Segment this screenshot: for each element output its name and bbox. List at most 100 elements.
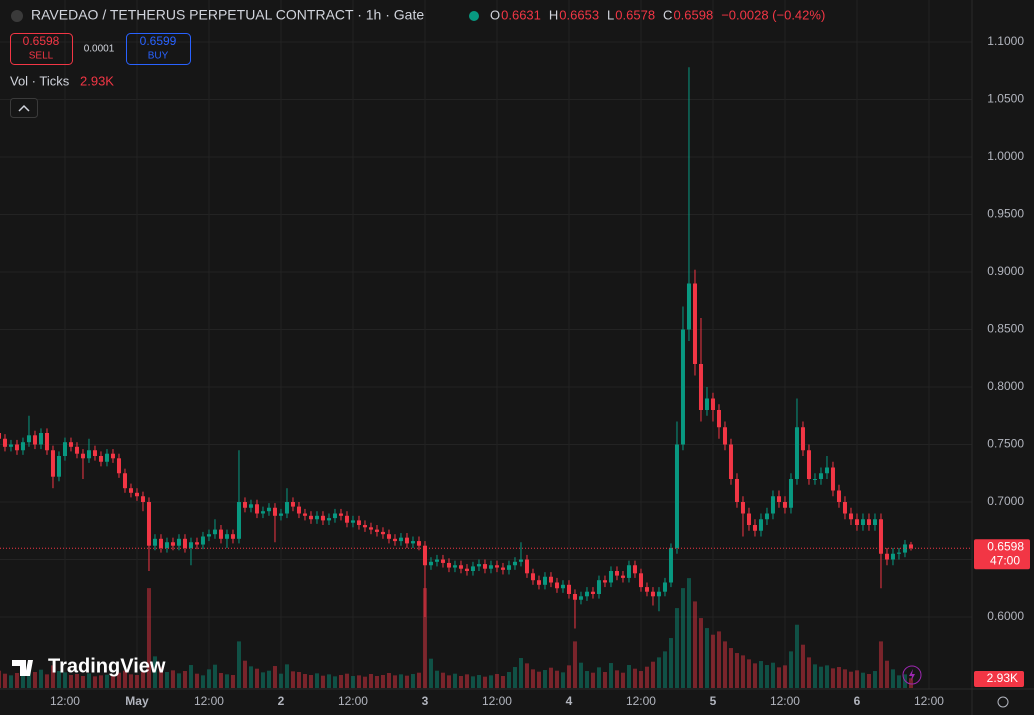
y-tick-label: 0.9500 <box>987 207 1024 221</box>
candle-body <box>92 450 97 456</box>
volume-bar <box>494 674 499 688</box>
volume-bar <box>872 671 877 688</box>
volume-bar <box>554 670 559 688</box>
candle-body <box>596 580 601 594</box>
volume-bar <box>818 666 823 688</box>
volume-bar <box>428 658 433 688</box>
volume-bar <box>452 673 457 688</box>
volume-bar <box>380 675 385 688</box>
collapse-icon[interactable] <box>18 104 30 112</box>
candle-body <box>878 519 883 554</box>
volume-bar <box>332 676 337 688</box>
candle-body <box>812 479 817 480</box>
volume-bar <box>302 674 307 688</box>
candle-body <box>434 559 439 562</box>
ohlc-readout: O 0.6631 H 0.6653 L 0.6578 C 0.6598 <box>490 7 713 22</box>
candle-body <box>794 427 799 479</box>
candle-body <box>896 552 901 554</box>
candle-body <box>98 456 103 462</box>
candle-body <box>752 525 757 531</box>
candle-body <box>200 536 205 545</box>
candle-body <box>872 519 877 525</box>
ohlc-value: 0.6598 <box>673 7 713 22</box>
volume-tag <box>974 671 1024 687</box>
volume-bar <box>266 670 271 688</box>
volume-bar <box>728 648 733 688</box>
volume-bar <box>440 672 445 688</box>
candle-body <box>848 513 853 520</box>
volume-bar <box>362 676 367 688</box>
candle-body <box>62 442 67 456</box>
candle-body <box>806 450 811 479</box>
buy-label[interactable]: BUY <box>148 51 169 62</box>
last-price-label: 0.6598 <box>987 539 1024 553</box>
candle-body <box>428 561 433 566</box>
lightning-icon[interactable] <box>909 669 915 681</box>
grid <box>0 0 972 689</box>
candle-body <box>320 515 325 521</box>
y-tick-label: 0.8000 <box>987 379 1024 393</box>
candle-body <box>524 559 529 574</box>
candle-body <box>650 591 655 597</box>
candle-body <box>362 525 367 528</box>
collapse-button[interactable] <box>10 98 38 118</box>
volume-bar <box>602 672 607 688</box>
candle-body <box>32 435 37 445</box>
candle-body <box>296 506 301 514</box>
candle-body <box>182 538 187 548</box>
volume-bar <box>38 669 43 688</box>
x-tick-label: 3 <box>422 694 429 708</box>
candle-body <box>170 542 175 546</box>
lightning-button[interactable] <box>902 665 922 685</box>
x-tick-label: 4 <box>566 694 573 708</box>
candle-body <box>758 519 763 531</box>
volume-bar <box>764 665 769 688</box>
sell-price[interactable]: 0.6598 <box>23 34 60 48</box>
candle-body <box>518 559 523 562</box>
candle-body <box>776 496 781 502</box>
candle-body <box>86 450 91 459</box>
candle-body <box>446 562 451 568</box>
candle-body <box>50 450 55 477</box>
candle-body <box>218 529 223 539</box>
volume-bar <box>896 675 901 688</box>
candle-body <box>542 576 547 585</box>
candle-body <box>686 283 691 330</box>
volume-bar <box>866 674 871 688</box>
candle-body <box>386 534 391 539</box>
candle-body <box>422 545 427 566</box>
candle-body <box>722 427 727 445</box>
volume-bar <box>506 672 511 688</box>
volume-bar <box>284 664 289 688</box>
x-tick-label: 12:00 <box>50 694 80 708</box>
candle-body <box>824 467 829 474</box>
candle-body <box>416 541 421 546</box>
buy-price[interactable]: 0.6599 <box>140 34 177 48</box>
x-tick-label: 12:00 <box>914 694 944 708</box>
ohlc-label: H <box>549 7 558 22</box>
candle-body <box>80 453 85 459</box>
volume-bar <box>542 670 547 688</box>
volume-bar <box>842 669 847 688</box>
volume-bar <box>164 672 169 688</box>
volume-bar <box>272 666 277 688</box>
volume-bar <box>848 671 853 688</box>
volume-bar <box>620 672 625 688</box>
ohlc-value: 0.6578 <box>615 7 655 22</box>
volume-bar <box>128 674 133 688</box>
sell-button[interactable] <box>10 33 73 65</box>
volume-bar <box>854 670 859 688</box>
volume-bar <box>356 675 361 688</box>
candle-body <box>236 502 241 539</box>
volume-bar <box>776 667 781 688</box>
sell-label[interactable]: SELL <box>29 51 54 62</box>
volume-bar <box>608 663 613 688</box>
change: −0.0028 (−0.42%) <box>721 7 825 22</box>
buy-button[interactable] <box>126 33 191 65</box>
candle-body <box>260 511 265 514</box>
candle-body <box>380 531 385 535</box>
settings-icon[interactable] <box>997 696 1009 708</box>
volume-bar <box>800 644 805 688</box>
candle-body <box>476 564 481 567</box>
